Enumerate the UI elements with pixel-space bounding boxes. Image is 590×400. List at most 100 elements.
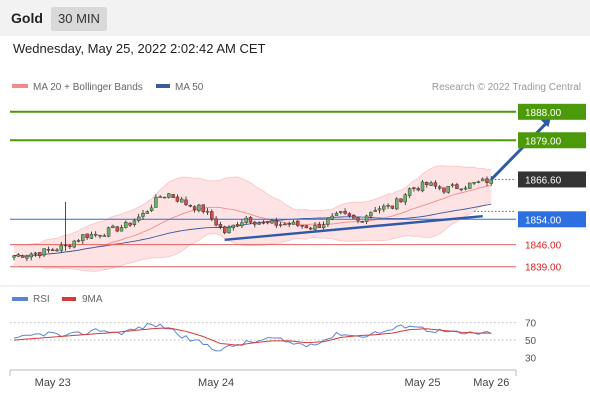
pivot-tag xyxy=(518,211,586,228)
x-axis: May 23 May 24 May 25 May 26 xyxy=(9,369,517,389)
rsi-legend: RSI 9MA xyxy=(12,294,103,305)
candle-body xyxy=(119,227,124,232)
candle-body xyxy=(76,240,81,242)
candle-body xyxy=(210,211,214,220)
candle-body xyxy=(321,224,326,228)
rsi-line xyxy=(13,323,492,352)
candle-body xyxy=(326,218,330,225)
candle-body xyxy=(29,253,33,258)
candle-body xyxy=(106,227,111,237)
rsi-tick-label: 30 xyxy=(525,353,537,364)
candle-body xyxy=(55,249,59,252)
candle-body xyxy=(412,187,416,189)
candle-body xyxy=(330,215,334,220)
candle-body xyxy=(356,217,360,221)
candle-body xyxy=(360,221,364,223)
rsi-ma-legend-label: 9MA xyxy=(82,294,103,305)
bollinger-legend-label: MA 20 + Bollinger Bands xyxy=(33,82,143,93)
candle-body xyxy=(171,194,175,198)
candle-body xyxy=(472,182,476,184)
support-tag-label: 1846.00 xyxy=(525,241,562,252)
candle-body xyxy=(188,205,193,207)
candle-body xyxy=(476,181,481,183)
key-levels xyxy=(10,110,516,268)
candle-body xyxy=(51,249,55,251)
bollinger-band-fill xyxy=(14,165,492,272)
timeframe-badge[interactable]: 30 MIN xyxy=(51,7,107,31)
candle-body xyxy=(93,233,98,236)
candle-body xyxy=(124,221,128,228)
candle-body xyxy=(481,178,485,182)
candle-body xyxy=(459,188,463,191)
candle-body xyxy=(240,222,244,227)
candle-body xyxy=(253,221,257,225)
candle-body xyxy=(128,222,132,226)
candle-body xyxy=(266,221,270,224)
rsi-ma-line xyxy=(13,327,492,346)
candle-body xyxy=(334,212,339,216)
candle-body xyxy=(420,181,425,192)
candle-body xyxy=(85,233,89,238)
rsi-ma-legend-swatch xyxy=(62,297,76,301)
pivot-tag-label: 1854.00 xyxy=(525,215,562,226)
candle-body xyxy=(132,220,137,225)
candle-body xyxy=(42,248,46,256)
resistance-tag-label: 1888.00 xyxy=(525,108,562,119)
candle-body xyxy=(89,233,94,239)
candle-body xyxy=(283,223,287,226)
ma50-legend-swatch xyxy=(156,84,170,88)
x-axis-label: May 24 xyxy=(198,377,234,389)
rsi-tick-label: 50 xyxy=(525,336,537,347)
candle-body xyxy=(317,224,321,229)
candle-body xyxy=(167,193,171,198)
candle-body xyxy=(304,225,309,229)
candle-body xyxy=(347,213,352,217)
candle-body xyxy=(468,182,472,189)
candle-body xyxy=(343,211,347,214)
resistance-tag xyxy=(518,103,586,120)
candle-body xyxy=(136,216,141,221)
candle-body xyxy=(244,217,248,223)
candle-body xyxy=(227,226,231,234)
candle-body xyxy=(390,205,395,209)
candle-body xyxy=(248,217,253,223)
candle-body xyxy=(46,249,51,251)
candle-body xyxy=(270,220,274,224)
rsi-panel: 70 50 30 xyxy=(10,319,537,364)
candle-body xyxy=(352,214,356,219)
candle-body xyxy=(158,196,162,198)
candle-body xyxy=(446,186,450,193)
level-tags: 1888.00 1879.00 1866.60 1854.00 1846.00 1839.… xyxy=(518,103,586,274)
candle-body xyxy=(154,196,158,208)
bollinger-lower xyxy=(13,201,492,272)
candle-body xyxy=(373,210,377,212)
moving-averages xyxy=(13,184,492,257)
candle-body xyxy=(222,226,227,233)
candle-body xyxy=(81,234,85,241)
candle-body xyxy=(309,227,313,230)
candle-body xyxy=(377,208,382,211)
x-axis-label: May 23 xyxy=(35,377,71,389)
candle-body xyxy=(339,211,343,213)
candle-body xyxy=(115,226,119,232)
candle-body xyxy=(386,205,390,207)
candle-body xyxy=(149,207,154,212)
candle-body xyxy=(184,199,188,205)
candle-body xyxy=(278,224,283,226)
candle-body xyxy=(12,255,16,258)
candle-body xyxy=(235,224,240,227)
timestamp: Wednesday, May 25, 2022 2:02:42 AM CET xyxy=(13,41,266,56)
candle-body xyxy=(231,224,236,229)
chart-legend: MA 20 + Bollinger Bands MA 50 Research ©… xyxy=(12,82,581,93)
candle-body xyxy=(429,182,433,186)
candle-body xyxy=(59,244,63,251)
trend-line xyxy=(224,214,483,242)
research-credit: Research © 2022 Trading Central xyxy=(432,82,581,93)
candle-body xyxy=(455,184,459,189)
candle-body xyxy=(111,225,115,228)
x-axis-label: May 25 xyxy=(404,377,440,389)
candle-body xyxy=(102,235,107,237)
candle-body xyxy=(179,198,184,203)
candle-body xyxy=(287,223,291,225)
